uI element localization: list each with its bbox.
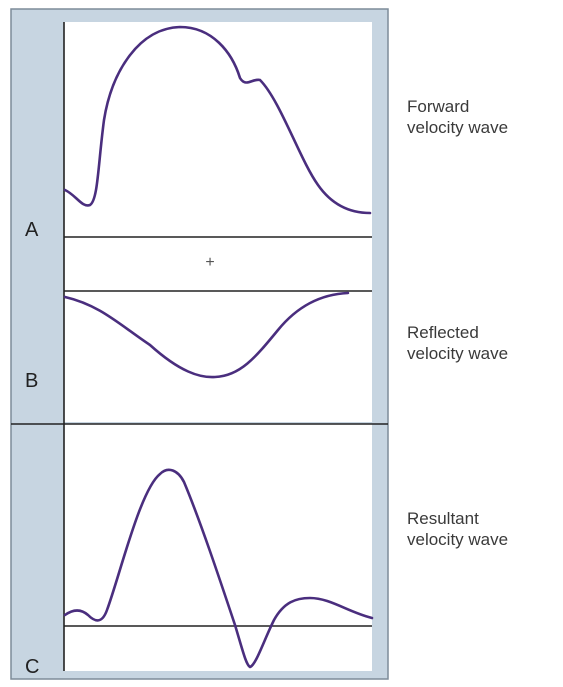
reflected-velocity-wave-curve — [63, 291, 350, 379]
caption-forward-line1: Forward — [407, 97, 470, 116]
resultant-velocity-wave-curve — [63, 468, 374, 669]
panel-label-c: C — [25, 656, 39, 678]
caption-resultant-line2: velocity wave — [407, 530, 509, 550]
caption-reflected: Reflected velocity wave — [407, 322, 508, 365]
caption-reflected-line1: Reflected — [407, 323, 479, 342]
caption-forward-line2: velocity wave — [407, 118, 509, 138]
caption-forward: Forward velocity wave — [407, 96, 508, 139]
plot-area-top — [64, 22, 372, 422]
plot-area-bottom — [64, 424, 372, 671]
caption-reflected-line2: velocity wave — [407, 344, 509, 364]
panel-label-b: B — [25, 370, 38, 392]
forward-velocity-wave-curve — [63, 25, 372, 215]
caption-resultant: Resultant velocity wave — [407, 508, 508, 551]
panel-label-a: A — [25, 219, 39, 241]
plus-sign: + — [205, 254, 214, 271]
caption-resultant-line1: Resultant — [407, 509, 479, 528]
